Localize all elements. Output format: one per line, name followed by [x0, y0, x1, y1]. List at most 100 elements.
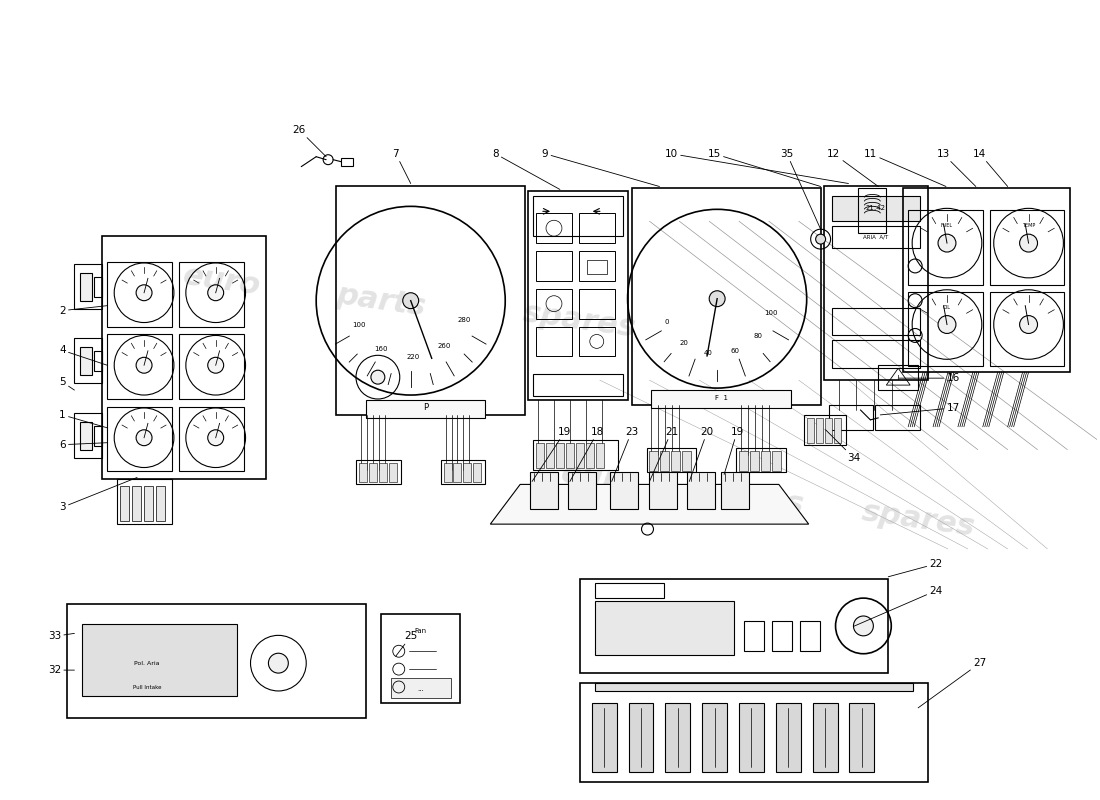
Bar	[832, 341, 920, 368]
Bar	[80, 347, 92, 375]
Text: ARIA  A/T: ARIA A/T	[862, 234, 888, 240]
Bar	[378, 462, 387, 482]
Bar	[546, 442, 554, 467]
Bar	[144, 486, 153, 521]
Bar	[990, 292, 1065, 366]
Text: 27: 27	[918, 658, 987, 708]
Bar	[95, 426, 102, 446]
Text: OIL: OIL	[943, 305, 951, 310]
Bar	[75, 413, 102, 458]
Bar	[463, 462, 472, 482]
Bar	[586, 442, 594, 467]
Bar	[536, 442, 544, 467]
Bar	[453, 462, 461, 482]
Bar	[702, 703, 727, 772]
Bar	[909, 292, 982, 366]
Text: spares: spares	[859, 497, 977, 542]
Bar	[586, 260, 607, 274]
Bar	[120, 486, 129, 521]
Circle shape	[1020, 234, 1037, 252]
Bar	[356, 459, 400, 485]
Text: 13: 13	[936, 149, 976, 186]
Circle shape	[710, 290, 725, 306]
Text: 12: 12	[827, 149, 878, 186]
Circle shape	[136, 358, 152, 373]
Text: 60: 60	[730, 348, 739, 354]
Bar	[381, 614, 461, 703]
Bar	[761, 450, 770, 470]
Bar	[441, 459, 485, 485]
Bar	[772, 622, 792, 651]
Text: 40: 40	[704, 350, 713, 357]
Text: 24: 24	[854, 586, 943, 626]
Text: !: !	[896, 375, 900, 381]
Bar	[849, 703, 875, 772]
Text: 10: 10	[664, 149, 848, 183]
Bar	[631, 189, 821, 405]
Bar	[473, 462, 482, 482]
Bar	[595, 601, 734, 655]
Bar	[536, 289, 572, 318]
Bar	[744, 622, 763, 651]
Circle shape	[268, 654, 288, 673]
Circle shape	[136, 285, 152, 301]
Bar	[651, 390, 791, 408]
Text: 8: 8	[492, 149, 560, 190]
Bar	[750, 450, 759, 470]
Bar	[736, 448, 785, 473]
Text: 3: 3	[59, 478, 138, 512]
Text: 2: 2	[59, 306, 107, 316]
Bar	[534, 440, 618, 470]
Bar	[536, 214, 572, 243]
Text: parts: parts	[334, 280, 428, 322]
Bar	[806, 418, 814, 442]
Bar	[156, 486, 165, 521]
Text: 34: 34	[826, 430, 860, 462]
Bar	[534, 197, 623, 236]
Polygon shape	[491, 485, 808, 524]
Bar	[95, 277, 102, 297]
Bar	[580, 578, 889, 673]
Text: 17: 17	[880, 403, 959, 415]
Text: 16: 16	[899, 373, 959, 383]
Bar	[534, 374, 623, 396]
Text: 21:42: 21:42	[866, 206, 886, 211]
Circle shape	[208, 285, 223, 301]
Circle shape	[854, 616, 873, 636]
Bar	[341, 158, 353, 166]
Circle shape	[136, 430, 152, 446]
Bar	[878, 366, 918, 390]
Bar	[75, 264, 102, 309]
Bar	[82, 625, 237, 696]
Text: 20: 20	[680, 340, 689, 346]
Bar	[596, 442, 604, 467]
Bar	[628, 703, 653, 772]
Bar	[813, 703, 837, 772]
Text: 7: 7	[393, 149, 410, 183]
Bar	[825, 418, 832, 442]
Text: 100: 100	[764, 310, 778, 316]
Bar	[824, 186, 928, 380]
Circle shape	[208, 358, 223, 373]
Text: 11: 11	[864, 149, 946, 186]
Bar	[903, 189, 1070, 372]
Text: 5: 5	[59, 377, 75, 390]
Bar	[107, 407, 172, 471]
Text: 80: 80	[754, 334, 762, 339]
Circle shape	[1020, 315, 1037, 334]
Bar	[609, 471, 638, 510]
Text: P: P	[424, 403, 428, 413]
Bar	[739, 703, 763, 772]
Text: 32: 32	[48, 665, 75, 675]
Bar	[772, 450, 781, 470]
Bar	[776, 703, 801, 772]
Bar	[647, 448, 696, 473]
Bar	[804, 415, 846, 445]
Bar	[579, 251, 615, 281]
Text: 21: 21	[649, 426, 678, 482]
Text: 23: 23	[612, 426, 638, 482]
Bar	[909, 210, 982, 285]
Bar	[80, 422, 92, 450]
Circle shape	[816, 234, 826, 244]
Bar	[530, 471, 558, 510]
